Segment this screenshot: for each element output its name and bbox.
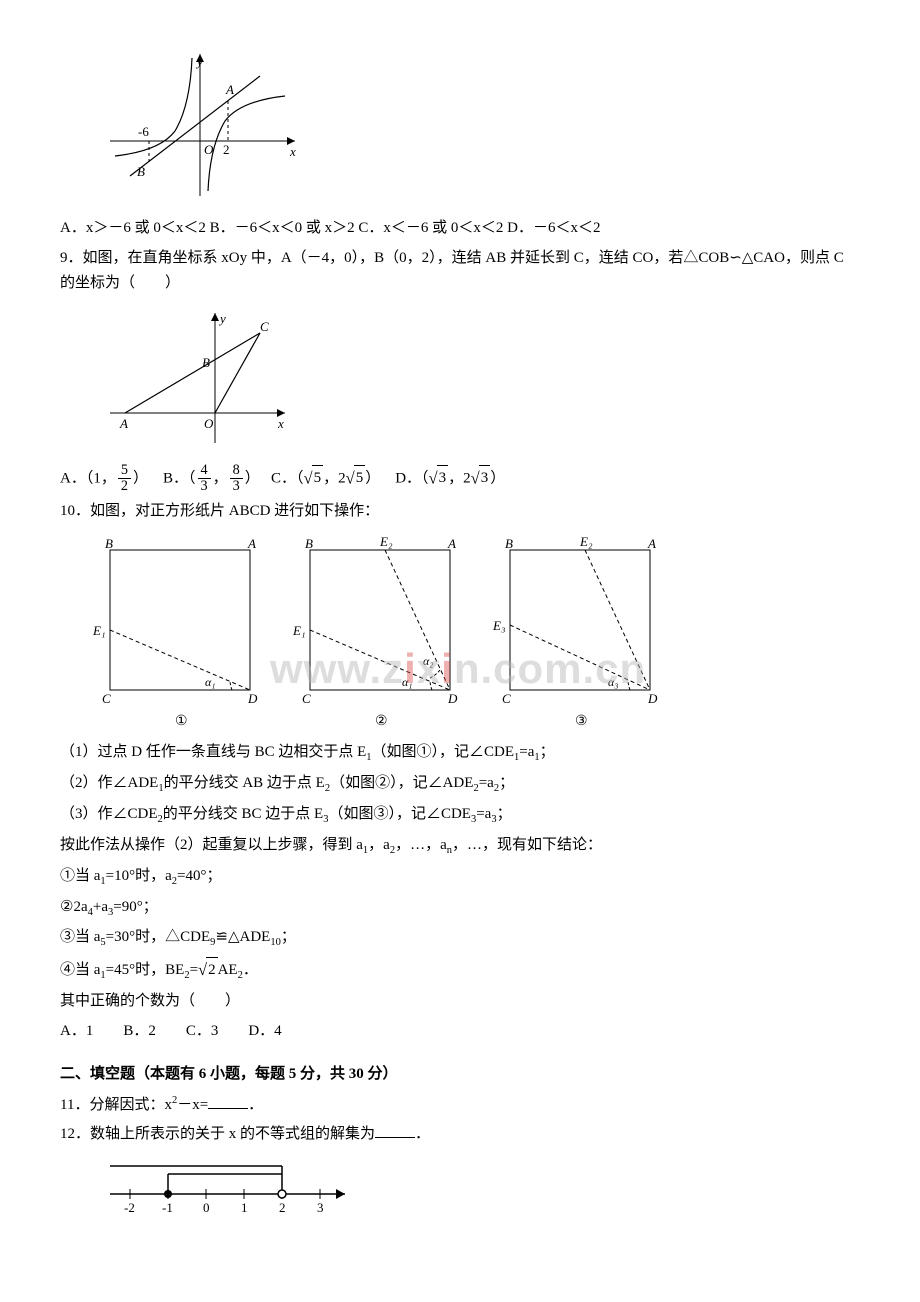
origin-label: O xyxy=(204,142,214,157)
svg-text:1: 1 xyxy=(241,1200,248,1214)
svg-text:C: C xyxy=(260,319,269,334)
q10-step1: （1）过点 D 任作一条直线与 BC 边相交于点 E1（如图①），记∠CDE1=… xyxy=(60,740,860,767)
svg-text:O: O xyxy=(204,416,214,431)
q10-c1: ①当 a1=10°时，a2=40°； xyxy=(60,864,860,891)
svg-text:y: y xyxy=(218,311,226,326)
svg-text:E₁: E₁ xyxy=(292,623,305,638)
q11: 11．分解因式：x2－x=． xyxy=(60,1092,860,1119)
svg-text:α₃: α₃ xyxy=(608,675,618,689)
svg-text:B: B xyxy=(505,536,513,551)
q8-optB: B．－6＜x＜0 或 x＞2 xyxy=(210,220,355,236)
q10-c2: ②2a4+a3=90°； xyxy=(60,895,860,922)
svg-text:-1: -1 xyxy=(162,1200,173,1214)
q10-repeat: 按此作法从操作（2）起重复以上步骤，得到 a1，a2，…，an，…，现有如下结论… xyxy=(60,833,860,860)
q8-graph-svg: y x O A B -6 2 xyxy=(100,46,310,206)
svg-text:B: B xyxy=(105,536,113,551)
q9-graph-svg: A O x y B C xyxy=(100,303,300,453)
svg-text:A: A xyxy=(247,536,256,551)
q10-figure: B A E₁ C D α₁ ① B E₂ A E₁ C D α₁ α₂ ② B … xyxy=(80,530,860,730)
svg-text:D: D xyxy=(447,691,458,706)
pointA-label: A xyxy=(225,82,234,97)
q12: 12．数轴上所表示的关于 x 的不等式组的解集为． xyxy=(60,1122,860,1148)
svg-text:C: C xyxy=(502,691,511,706)
q8-optA: A．x＞－6 或 0＜x＜2 xyxy=(60,220,206,236)
q12-figure: -2 -1 0 1 2 3 xyxy=(100,1154,860,1214)
q12-blank xyxy=(375,1122,415,1138)
svg-text:E₃: E₃ xyxy=(492,618,505,633)
q10-c3: ③当 a5=30°时，△CDE9≌△ADE10； xyxy=(60,925,860,952)
q9-stem: 9．如图，在直角坐标系 xOy 中，A（－4，0），B（0，2），连结 AB 并… xyxy=(60,246,860,297)
svg-text:A: A xyxy=(647,536,656,551)
numberline-svg: -2 -1 0 1 2 3 xyxy=(100,1154,360,1214)
q8-options: A．x＞－6 或 0＜x＜2 B．－6＜x＜0 或 x＞2 C．x＜－6 或 0… xyxy=(60,216,860,242)
svg-text:α₁: α₁ xyxy=(402,675,412,689)
minus6-label: -6 xyxy=(138,124,149,139)
svg-text:A: A xyxy=(447,536,456,551)
y-axis-label: y xyxy=(195,54,203,69)
svg-text:A: A xyxy=(119,416,128,431)
q10-step2: （2）作∠ADE1的平分线交 AB 边于点 E2（如图②），记∠ADE2=a2； xyxy=(60,771,860,798)
q10-three-squares: B A E₁ C D α₁ ① B E₂ A E₁ C D α₁ α₂ ② B … xyxy=(80,530,700,730)
svg-text:3: 3 xyxy=(317,1200,324,1214)
svg-text:E₁: E₁ xyxy=(92,623,105,638)
q8-figure: y x O A B -6 2 xyxy=(100,46,860,206)
q9-figure: A O x y B C xyxy=(100,303,860,453)
q10-step3: （3）作∠CDE2的平分线交 BC 边于点 E3（如图③），记∠CDE3=a3； xyxy=(60,802,860,829)
x-axis-label: x xyxy=(289,144,296,159)
q10-stem: 10．如图，对正方形纸片 ABCD 进行如下操作： xyxy=(60,499,860,525)
q9A-pre: A．（1， xyxy=(60,470,116,486)
svg-text:C: C xyxy=(302,691,311,706)
svg-text:B: B xyxy=(305,536,313,551)
pointB-label: B xyxy=(137,164,145,179)
q10-tail: 其中正确的个数为（ ） xyxy=(60,989,860,1015)
svg-text:0: 0 xyxy=(203,1200,210,1214)
q10-opts: A．1 B．2 C．3 D．4 xyxy=(60,1019,860,1045)
q11-blank xyxy=(208,1093,248,1109)
svg-text:C: C xyxy=(102,691,111,706)
svg-text:E₂: E₂ xyxy=(379,534,393,549)
svg-text:③: ③ xyxy=(575,714,588,729)
q9-options: A．（1，52） B．（43，83） C．（√5，2√5） D．（√3，2√3） xyxy=(60,463,860,495)
svg-text:②: ② xyxy=(375,714,388,729)
svg-text:x: x xyxy=(277,416,284,431)
svg-text:D: D xyxy=(247,691,258,706)
svg-text:α₂: α₂ xyxy=(423,654,433,668)
svg-text:2: 2 xyxy=(279,1200,286,1214)
svg-text:①: ① xyxy=(175,714,188,729)
svg-text:-2: -2 xyxy=(124,1200,135,1214)
svg-text:E₂: E₂ xyxy=(579,534,593,549)
plus2-label: 2 xyxy=(223,142,230,157)
q8-optC: C．x＜－6 或 0＜x＜2 xyxy=(358,220,503,236)
svg-text:D: D xyxy=(647,691,658,706)
q10-c4: ④当 a1=45°时，BE2=√2AE2． xyxy=(60,956,860,985)
q8-optD: D．－6＜x＜2 xyxy=(507,220,600,236)
svg-text:α₁: α₁ xyxy=(205,675,215,689)
section2-title: 二、填空题（本题有 6 小题，每题 5 分，共 30 分） xyxy=(60,1062,860,1088)
svg-text:B: B xyxy=(202,355,210,370)
